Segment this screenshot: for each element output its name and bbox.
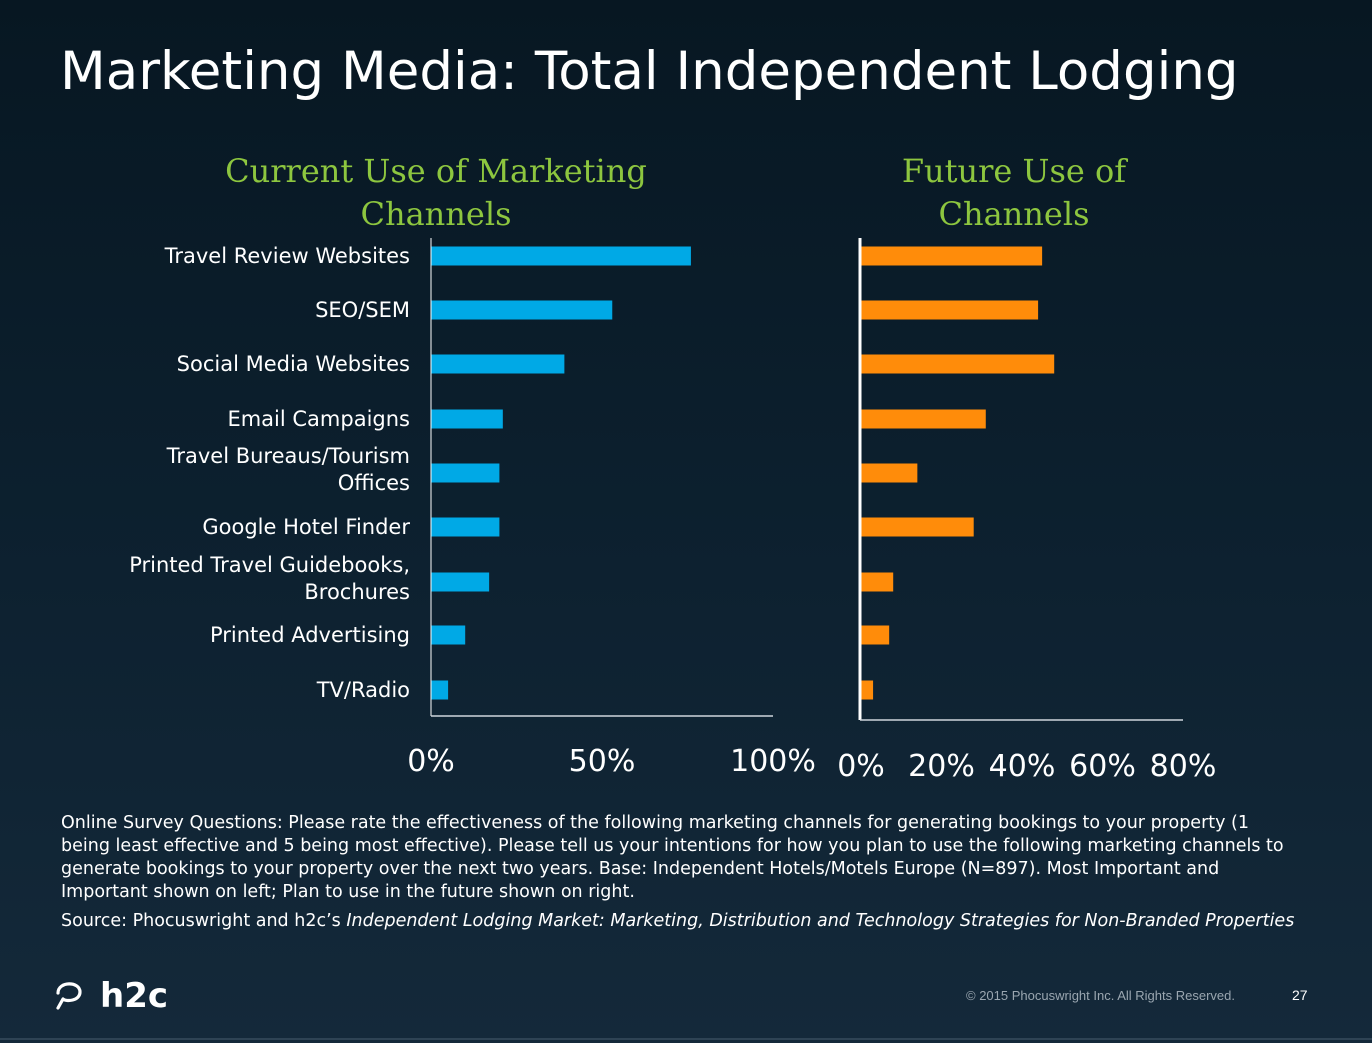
future-bar-4 [861,463,918,483]
future-use-title-line-2: Channels [938,195,1090,233]
future-bar-6 [861,572,894,592]
category-label-5-line-0: Google Hotel Finder [202,514,410,539]
future-tick-label-4: 80% [1150,749,1217,784]
current-use-title-line-1: Current Use of Marketing [225,152,647,190]
category-label-1: SEO/SEM [110,297,410,324]
category-label-7: Printed Advertising [110,622,410,649]
category-label-7-line-0: Printed Advertising [209,622,410,647]
current-tick-label-2: 100% [730,744,816,779]
survey-footnote: Online Survey Questions: Please rate the… [61,812,1301,933]
category-label-4: Travel Bureaus/Tourism Offices [110,443,410,497]
future-use-title-line-1: Future Use of [901,152,1127,190]
future-use-chart-title: Future Use of Channels [855,150,1173,236]
current-bar-3 [431,409,503,429]
category-label-6-line-1: Brochures [304,580,410,604]
current-bar-7 [431,625,466,645]
category-label-8: TV/Radio [110,677,410,704]
h2c-logo-mark: h2c [56,976,168,1016]
category-label-0-line-0: Travel Review Websites [164,243,410,268]
source-title: Independent Lodging Market: Marketing, D… [346,911,1295,931]
current-tick-label-0: 0% [407,744,455,779]
future-tick-label-0: 0% [837,749,885,784]
category-label-5: Google Hotel Finder [110,514,410,541]
future-bar-0 [861,246,1043,266]
copyright-notice: © 2015 Phocuswright Inc. All Rights Rese… [966,988,1235,1003]
future-tick-label-1: 20% [908,749,975,784]
current-bar-6 [431,572,490,592]
category-label-0: Travel Review Websites [110,243,410,270]
page-number: 27 [1292,987,1308,1003]
future-bar-5 [861,517,974,537]
future-bar-3 [861,409,986,429]
category-label-3-line-0: Email Campaigns [227,406,410,431]
category-label-8-line-0: TV/Radio [316,677,410,702]
current-use-title-line-2: Channels [360,195,512,233]
current-bar-2 [431,354,565,374]
source-prefix: Source: Phocuswright and h2c’s [61,911,347,931]
bar-charts: 0% 50% 100% 0% 20% 40% 60% 80% [407,246,1217,784]
future-bar-2 [861,354,1055,374]
future-bar-7 [861,625,890,645]
category-label-2: Social Media Websites [110,351,410,378]
current-use-chart-title: Current Use of Marketing Channels [200,150,672,236]
bottom-rule [0,1038,1372,1040]
category-label-3: Email Campaigns [110,406,410,433]
future-bar-1 [861,300,1039,320]
current-bar-4 [431,463,500,483]
current-bar-5 [431,517,500,537]
category-label-6-line-0: Printed Travel Guidebooks, [129,553,410,577]
future-tick-label-2: 40% [989,749,1056,784]
current-bar-0 [431,246,691,266]
current-tick-label-1: 50% [569,744,636,779]
category-label-4-line-1: Offices [337,471,410,495]
category-label-4-line-0: Travel Bureaus/Tourism [166,444,410,468]
category-label-6: Printed Travel Guidebooks, Brochures [110,552,410,606]
current-bar-8 [431,680,449,700]
future-bar-8 [861,680,874,700]
future-tick-label-3: 60% [1069,749,1136,784]
category-label-2-line-0: Social Media Websites [176,351,410,376]
logo-text: h2c [100,976,168,1015]
current-bar-1 [431,300,613,320]
h2c-logo: h2c [52,975,192,1019]
category-label-1-line-0: SEO/SEM [315,297,410,322]
footnote-text: Online Survey Questions: Please rate the… [61,813,1284,902]
slide-title: Marketing Media: Total Independent Lodgi… [60,41,1239,102]
source-line: Source: Phocuswright and h2c’s Independe… [61,910,1301,933]
